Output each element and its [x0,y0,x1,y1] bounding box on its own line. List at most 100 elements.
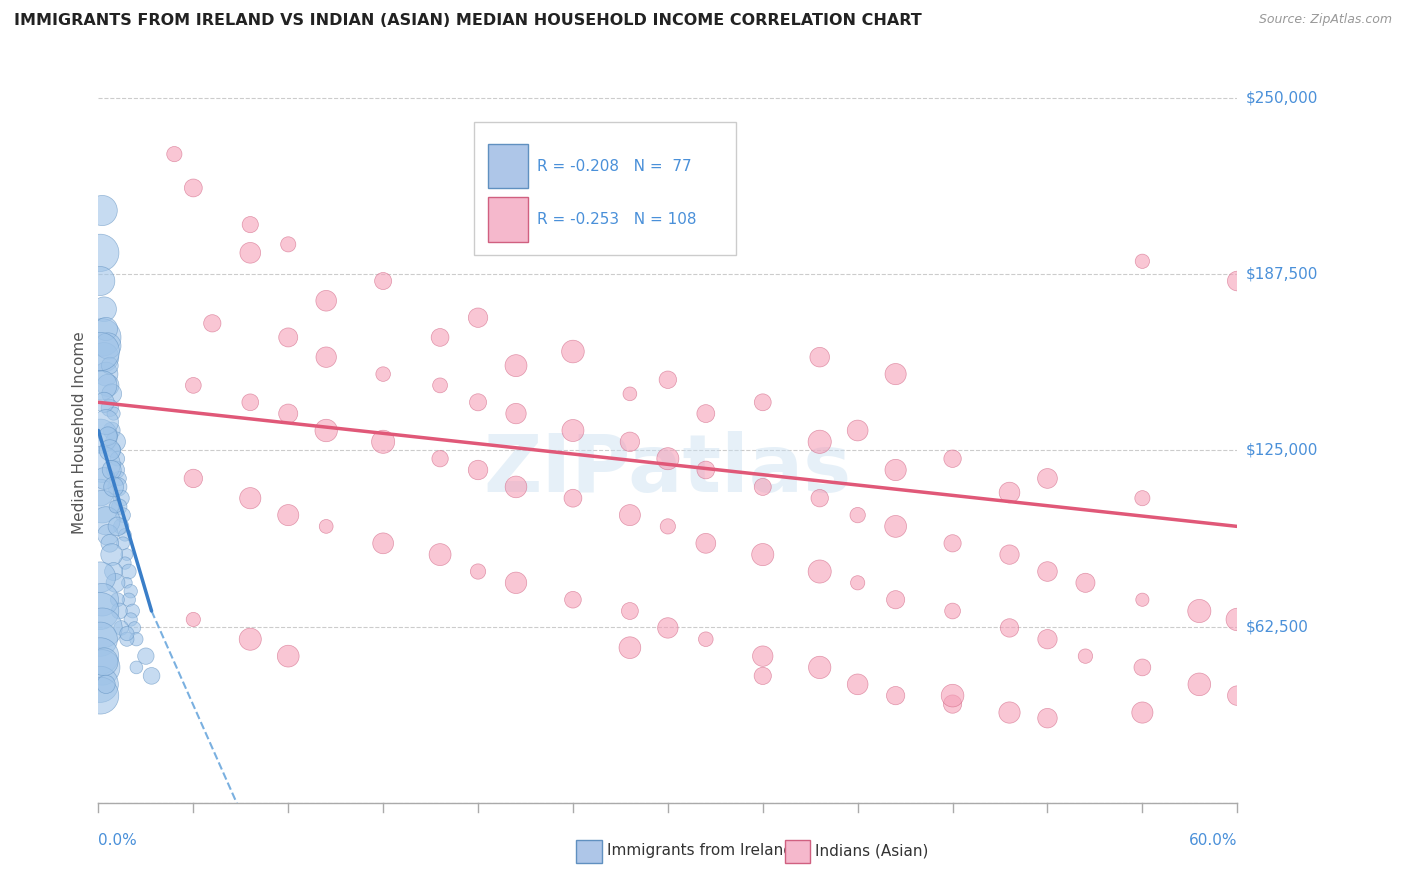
Point [115,548,138,562]
Point [998,485,1021,500]
Point [91,660,114,674]
Point [112,536,135,550]
Text: 60.0%: 60.0% [1189,833,1237,848]
Point [94,677,117,691]
Text: R = -0.208   N =  77: R = -0.208 N = 77 [537,159,692,174]
Point [91,500,114,514]
Point [998,706,1021,720]
Point [239,245,262,260]
Point [239,632,262,647]
Point [1226,274,1249,288]
Point [1226,689,1249,703]
Point [1074,649,1097,664]
Text: R = -0.253   N = 108: R = -0.253 N = 108 [537,212,696,227]
Point [1188,677,1211,691]
Point [998,621,1021,635]
Point [183,471,205,485]
Point [100,463,122,477]
Point [467,463,489,477]
Point [107,451,129,466]
Point [315,519,337,533]
Point [315,293,337,308]
Point [277,407,299,421]
Point [89,274,111,288]
Point [562,592,585,607]
Point [89,344,111,359]
Point [657,451,679,466]
Point [103,407,125,421]
Point [104,500,127,514]
Point [89,429,111,443]
Point [91,203,114,218]
Point [846,575,869,590]
Point [942,689,965,703]
Text: IMMIGRANTS FROM IRELAND VS INDIAN (ASIAN) MEDIAN HOUSEHOLD INCOME CORRELATION CH: IMMIGRANTS FROM IRELAND VS INDIAN (ASIAN… [14,13,922,29]
Point [619,640,641,655]
Point [752,395,775,409]
Text: ZIPatlas: ZIPatlas [484,431,852,508]
Point [752,548,775,562]
Point [183,612,205,626]
Point [120,612,142,626]
Point [201,316,224,330]
Point [1132,254,1154,268]
Point [98,536,121,550]
Point [277,508,299,522]
Point [103,565,125,579]
Point [1036,565,1059,579]
Point [371,434,394,449]
Point [100,424,122,438]
Point [89,245,111,260]
Point [94,514,117,528]
Point [239,491,262,506]
Point [89,632,111,647]
Point [429,378,451,392]
Point [91,458,114,472]
Point [752,649,775,664]
Point [277,330,299,344]
Point [1036,471,1059,485]
Point [998,548,1021,562]
Point [183,378,205,392]
Point [97,429,120,443]
Point [695,536,717,550]
Point [125,660,148,674]
Point [467,395,489,409]
Point [108,471,131,485]
Point [125,632,148,647]
FancyBboxPatch shape [488,197,527,242]
Point [505,359,527,373]
Text: Immigrants from Ireland: Immigrants from Ireland [607,844,793,858]
Point [884,592,907,607]
Point [752,669,775,683]
Text: 0.0%: 0.0% [98,833,138,848]
Point [89,485,111,500]
Point [467,310,489,325]
Point [103,480,125,494]
Point [94,415,117,429]
Point [98,359,121,373]
Point [115,632,138,647]
Point [562,344,585,359]
Point [104,575,127,590]
Point [562,424,585,438]
Point [808,565,831,579]
Point [619,508,641,522]
Point [695,632,717,647]
Point [93,395,115,409]
Point [657,519,679,533]
Text: $250,000: $250,000 [1246,90,1317,105]
Point [89,604,111,618]
Y-axis label: Median Household Income: Median Household Income [72,331,87,534]
Point [110,621,132,635]
Point [942,536,965,550]
Point [1132,592,1154,607]
Point [562,491,585,506]
Point [619,434,641,449]
Point [93,655,115,669]
Point [89,570,111,584]
Point [1132,491,1154,506]
Point [752,480,775,494]
Point [884,463,907,477]
Point [846,424,869,438]
